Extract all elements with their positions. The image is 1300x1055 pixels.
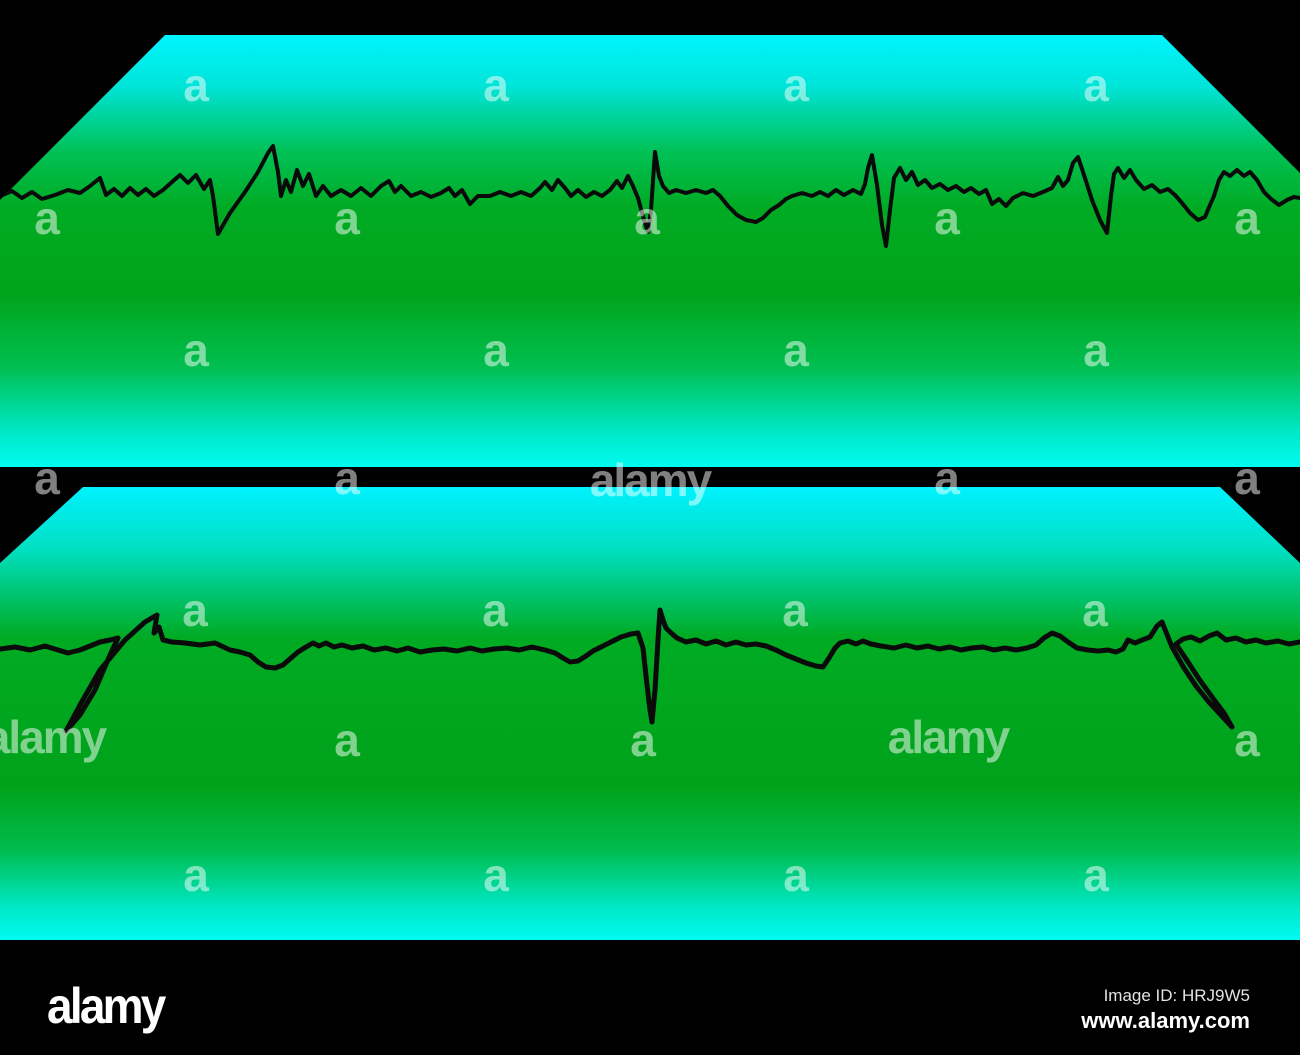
top-ecg-trace [0,144,1300,248]
top-ecg-waveform [0,144,1300,248]
bottom-ecg-waveform [0,607,1300,734]
alamy-logo: alamy [47,978,166,1034]
footer-credit: Image ID: HRJ9W5 www.alamy.com [1081,986,1250,1035]
bottom-ecg-trace [0,607,1300,734]
bottom-ecg-panel [0,487,1300,940]
image-id-text: Image ID: HRJ9W5 [1103,986,1250,1005]
top-ecg-panel [0,35,1300,467]
alamy-url-text: www.alamy.com [1081,1008,1250,1034]
